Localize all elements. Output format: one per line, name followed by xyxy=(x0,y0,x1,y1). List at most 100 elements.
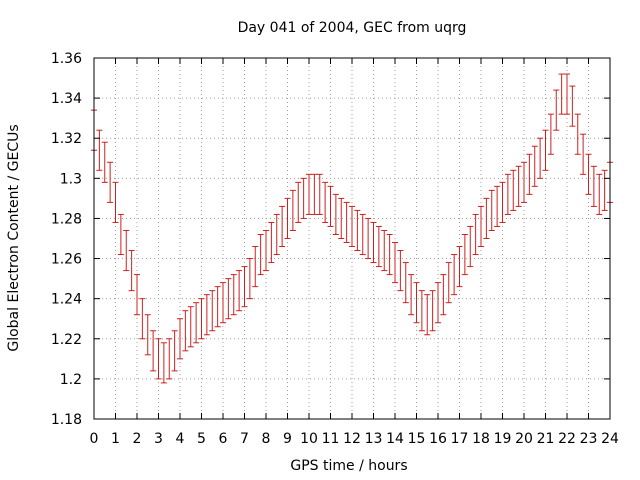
x-tick-label: 12 xyxy=(343,431,361,447)
error-bar-point xyxy=(144,314,151,356)
error-bar-point xyxy=(515,165,522,207)
error-bar-point xyxy=(354,209,361,252)
error-bar-point xyxy=(187,306,194,348)
error-bar-point xyxy=(171,330,178,372)
y-tick-label: 1.26 xyxy=(51,252,82,268)
error-bar-point xyxy=(252,246,259,288)
error-bar-point xyxy=(569,85,576,127)
error-bar-point xyxy=(214,286,221,328)
error-bar-point xyxy=(182,310,189,352)
error-bar-point xyxy=(574,113,581,155)
y-tick-label: 1.34 xyxy=(51,91,82,107)
error-bar-point xyxy=(295,181,302,223)
error-bar-point xyxy=(166,338,173,380)
x-tick-label: 13 xyxy=(365,431,383,447)
y-tick-label: 1.2 xyxy=(60,372,82,388)
x-tick-label: 15 xyxy=(408,431,426,447)
error-bar-point xyxy=(521,161,527,203)
error-bar-point xyxy=(365,217,372,260)
error-bar-point xyxy=(139,298,146,340)
error-bar-point xyxy=(220,282,226,324)
error-bar-point xyxy=(198,298,205,340)
error-bar-point xyxy=(386,233,393,276)
error-bar-point xyxy=(338,197,345,239)
error-bar-point xyxy=(408,274,415,316)
x-tick-label: 18 xyxy=(472,431,490,447)
error-bar-point xyxy=(580,133,587,175)
y-axis-label: Global Electron Content / GECUs xyxy=(6,124,22,351)
x-tick-label: 17 xyxy=(451,431,469,447)
error-bar-point xyxy=(413,282,420,324)
x-tick-label: 23 xyxy=(580,431,598,447)
y-tick-label: 1.24 xyxy=(51,292,82,308)
error-bar-point xyxy=(451,254,458,296)
x-tick-label: 9 xyxy=(283,431,292,447)
error-bar-point xyxy=(177,318,183,360)
error-bar-point xyxy=(279,205,286,248)
error-bar-point xyxy=(531,145,538,187)
error-bar-point xyxy=(327,185,334,227)
error-bar-point xyxy=(381,229,388,272)
error-bar-point xyxy=(123,229,130,272)
x-tick-label: 20 xyxy=(515,431,533,447)
error-bar-point xyxy=(418,290,425,332)
chart-title: Day 041 of 2004, GEC from uqrg xyxy=(238,20,467,36)
error-bar-point xyxy=(596,173,603,215)
y-tick-label: 1.32 xyxy=(51,131,82,147)
error-bar-point xyxy=(397,250,404,292)
error-bar-point xyxy=(547,113,554,155)
error-bar-point xyxy=(456,246,463,288)
error-bar-point xyxy=(504,173,511,215)
error-bar-point xyxy=(461,233,468,276)
error-bar-point xyxy=(306,173,312,215)
error-bar-point xyxy=(590,165,597,207)
error-bar-point xyxy=(526,153,533,195)
error-bar-point xyxy=(316,173,323,215)
error-bar-point xyxy=(424,294,431,336)
error-bar-point xyxy=(209,290,216,332)
error-bar-point xyxy=(193,302,200,344)
x-tick-label: 22 xyxy=(558,431,576,447)
error-bar-point xyxy=(101,141,108,183)
error-bar-point xyxy=(284,197,291,239)
error-bar-point xyxy=(96,129,103,171)
error-bar-point xyxy=(542,129,549,171)
error-bar-point xyxy=(155,338,162,380)
y-tick-label: 1.22 xyxy=(51,332,82,348)
y-tick-label: 1.28 xyxy=(51,211,82,227)
x-tick-label: 19 xyxy=(494,431,512,447)
error-bar-point xyxy=(375,225,382,268)
error-bar-point xyxy=(558,73,565,115)
error-bar-point xyxy=(117,213,124,256)
error-bar-point xyxy=(300,177,307,219)
error-bar-point xyxy=(564,73,570,115)
error-bar-point xyxy=(230,274,237,316)
x-tick-label: 1 xyxy=(111,431,120,447)
error-bar-point xyxy=(311,173,318,215)
error-bar-point xyxy=(440,274,447,316)
x-tick-label: 2 xyxy=(133,431,142,447)
x-tick-label: 8 xyxy=(262,431,271,447)
error-bar-point xyxy=(128,250,135,292)
error-bar-point xyxy=(332,193,339,235)
x-tick-label: 16 xyxy=(429,431,447,447)
error-bar-point xyxy=(359,213,366,256)
x-tick-label: 11 xyxy=(322,431,340,447)
error-bar-point xyxy=(257,233,264,276)
error-bar-point xyxy=(150,330,157,372)
x-tick-label: 0 xyxy=(90,431,99,447)
x-tick-label: 14 xyxy=(386,431,404,447)
error-bar-point xyxy=(601,169,608,211)
error-bar-point xyxy=(585,153,592,195)
y-tick-labels: 1.18 1.2 1.22 1.24 1.26 1.28 1.3 1.32 1.34 1.36 xyxy=(51,51,82,428)
error-bar-point xyxy=(553,89,560,131)
error-bar-point xyxy=(499,181,506,223)
error-bar-point xyxy=(429,290,436,332)
x-tick-label: 6 xyxy=(219,431,228,447)
x-tick-label: 10 xyxy=(300,431,318,447)
x-tick-label: 3 xyxy=(154,431,163,447)
error-bar-point xyxy=(472,213,479,256)
data-series-gec xyxy=(91,73,613,384)
error-bar-point xyxy=(510,169,517,211)
